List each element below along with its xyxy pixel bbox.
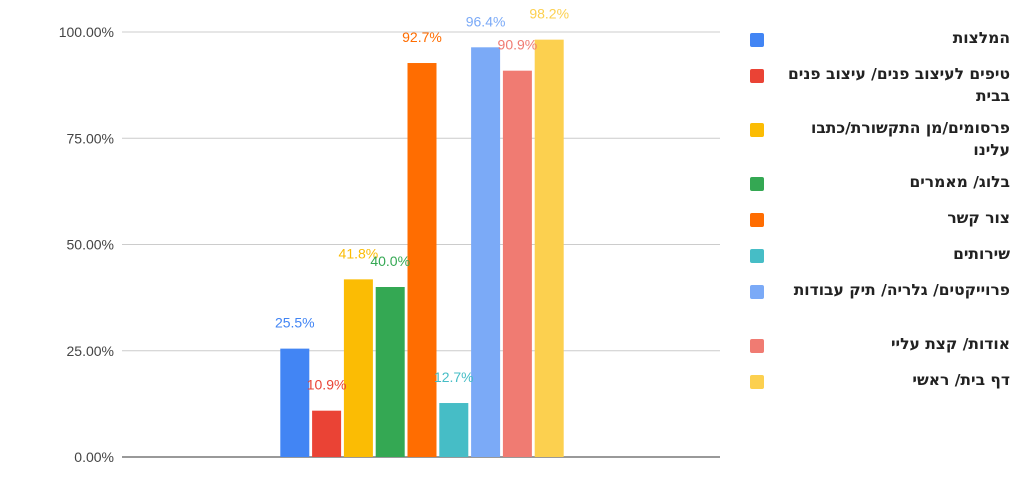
legend-label: אודות/ קצת עליי [890,335,1010,353]
y-tick-label: 0.00% [74,449,114,465]
bars [280,39,564,458]
data-labels: 25.5% 10.9% 41.8%40.0% 92.7% 12.7% 96.4% 90.9%… [275,6,569,393]
legend-swatch [750,33,764,47]
legend-item: אודות/ קצת עליי [740,333,1010,369]
legend-item: בלוג/ מאמרים [740,171,1010,207]
bar [343,279,373,457]
bar [534,39,564,458]
legend-swatch [750,375,764,389]
bar [280,348,310,457]
legend-label: טיפים לעיצוב פנים/ עיצוב פנים בבית [788,65,1010,105]
bar [407,63,437,458]
legend-swatch [750,285,764,299]
bar [375,287,405,457]
bar [439,403,469,457]
y-tick-label: 50.00% [67,237,114,253]
data-label: 98.2% [529,6,569,22]
legend-label: שירותים [953,245,1010,263]
y-tick-label: 100.00% [59,24,114,40]
legend-swatch [750,177,764,191]
legend-swatch [750,123,764,137]
y-tick-label: 75.00% [67,130,114,146]
legend-item: המלצות [740,27,1010,63]
y-tick-label: 25.00% [67,343,114,359]
legend-label: בלוג/ מאמרים [909,173,1010,191]
legend-item: טיפים לעיצוב פנים/ עיצוב פנים בבית [740,63,1010,117]
legend-swatch [750,69,764,83]
legend: המלצות טיפים לעיצוב פנים/ עיצוב פנים בבית… [740,27,1010,405]
data-label: 10.9% [307,377,347,393]
data-label: 25.5% [275,315,315,331]
legend-label: פרסומים/מן התקשורת/כתבו עלינו [811,119,1010,159]
legend-item: צור קשר [740,207,1010,243]
legend-label: צור קשר [947,209,1010,227]
legend-swatch [750,339,764,353]
legend-item: פרוייקטים/ גלריה/ תיק עבודות [740,279,1010,333]
bar [471,47,501,458]
legend-label: דף בית/ ראשי [912,371,1010,389]
legend-item: פרסומים/מן התקשורת/כתבו עלינו [740,117,1010,171]
bar [312,410,342,457]
legend-item: שירותים [740,243,1010,279]
data-label: 40.0% [370,253,410,269]
y-axis-ticks: 0.00% 25.00% 50.00% 75.00% 100.00% [59,24,114,465]
legend-label: פרוייקטים/ גלריה/ תיק עבודות [793,281,1010,299]
data-label: 96.4% [466,13,506,29]
data-label: 92.7% [402,29,442,45]
legend-swatch [750,213,764,227]
legend-swatch [750,249,764,263]
legend-label: המלצות [952,29,1010,47]
legend-item: דף בית/ ראשי [740,369,1010,405]
data-label: 90.9% [498,37,538,53]
data-label: 41.8% [339,245,379,261]
data-label: 12.7% [434,369,474,385]
bar [502,70,532,458]
